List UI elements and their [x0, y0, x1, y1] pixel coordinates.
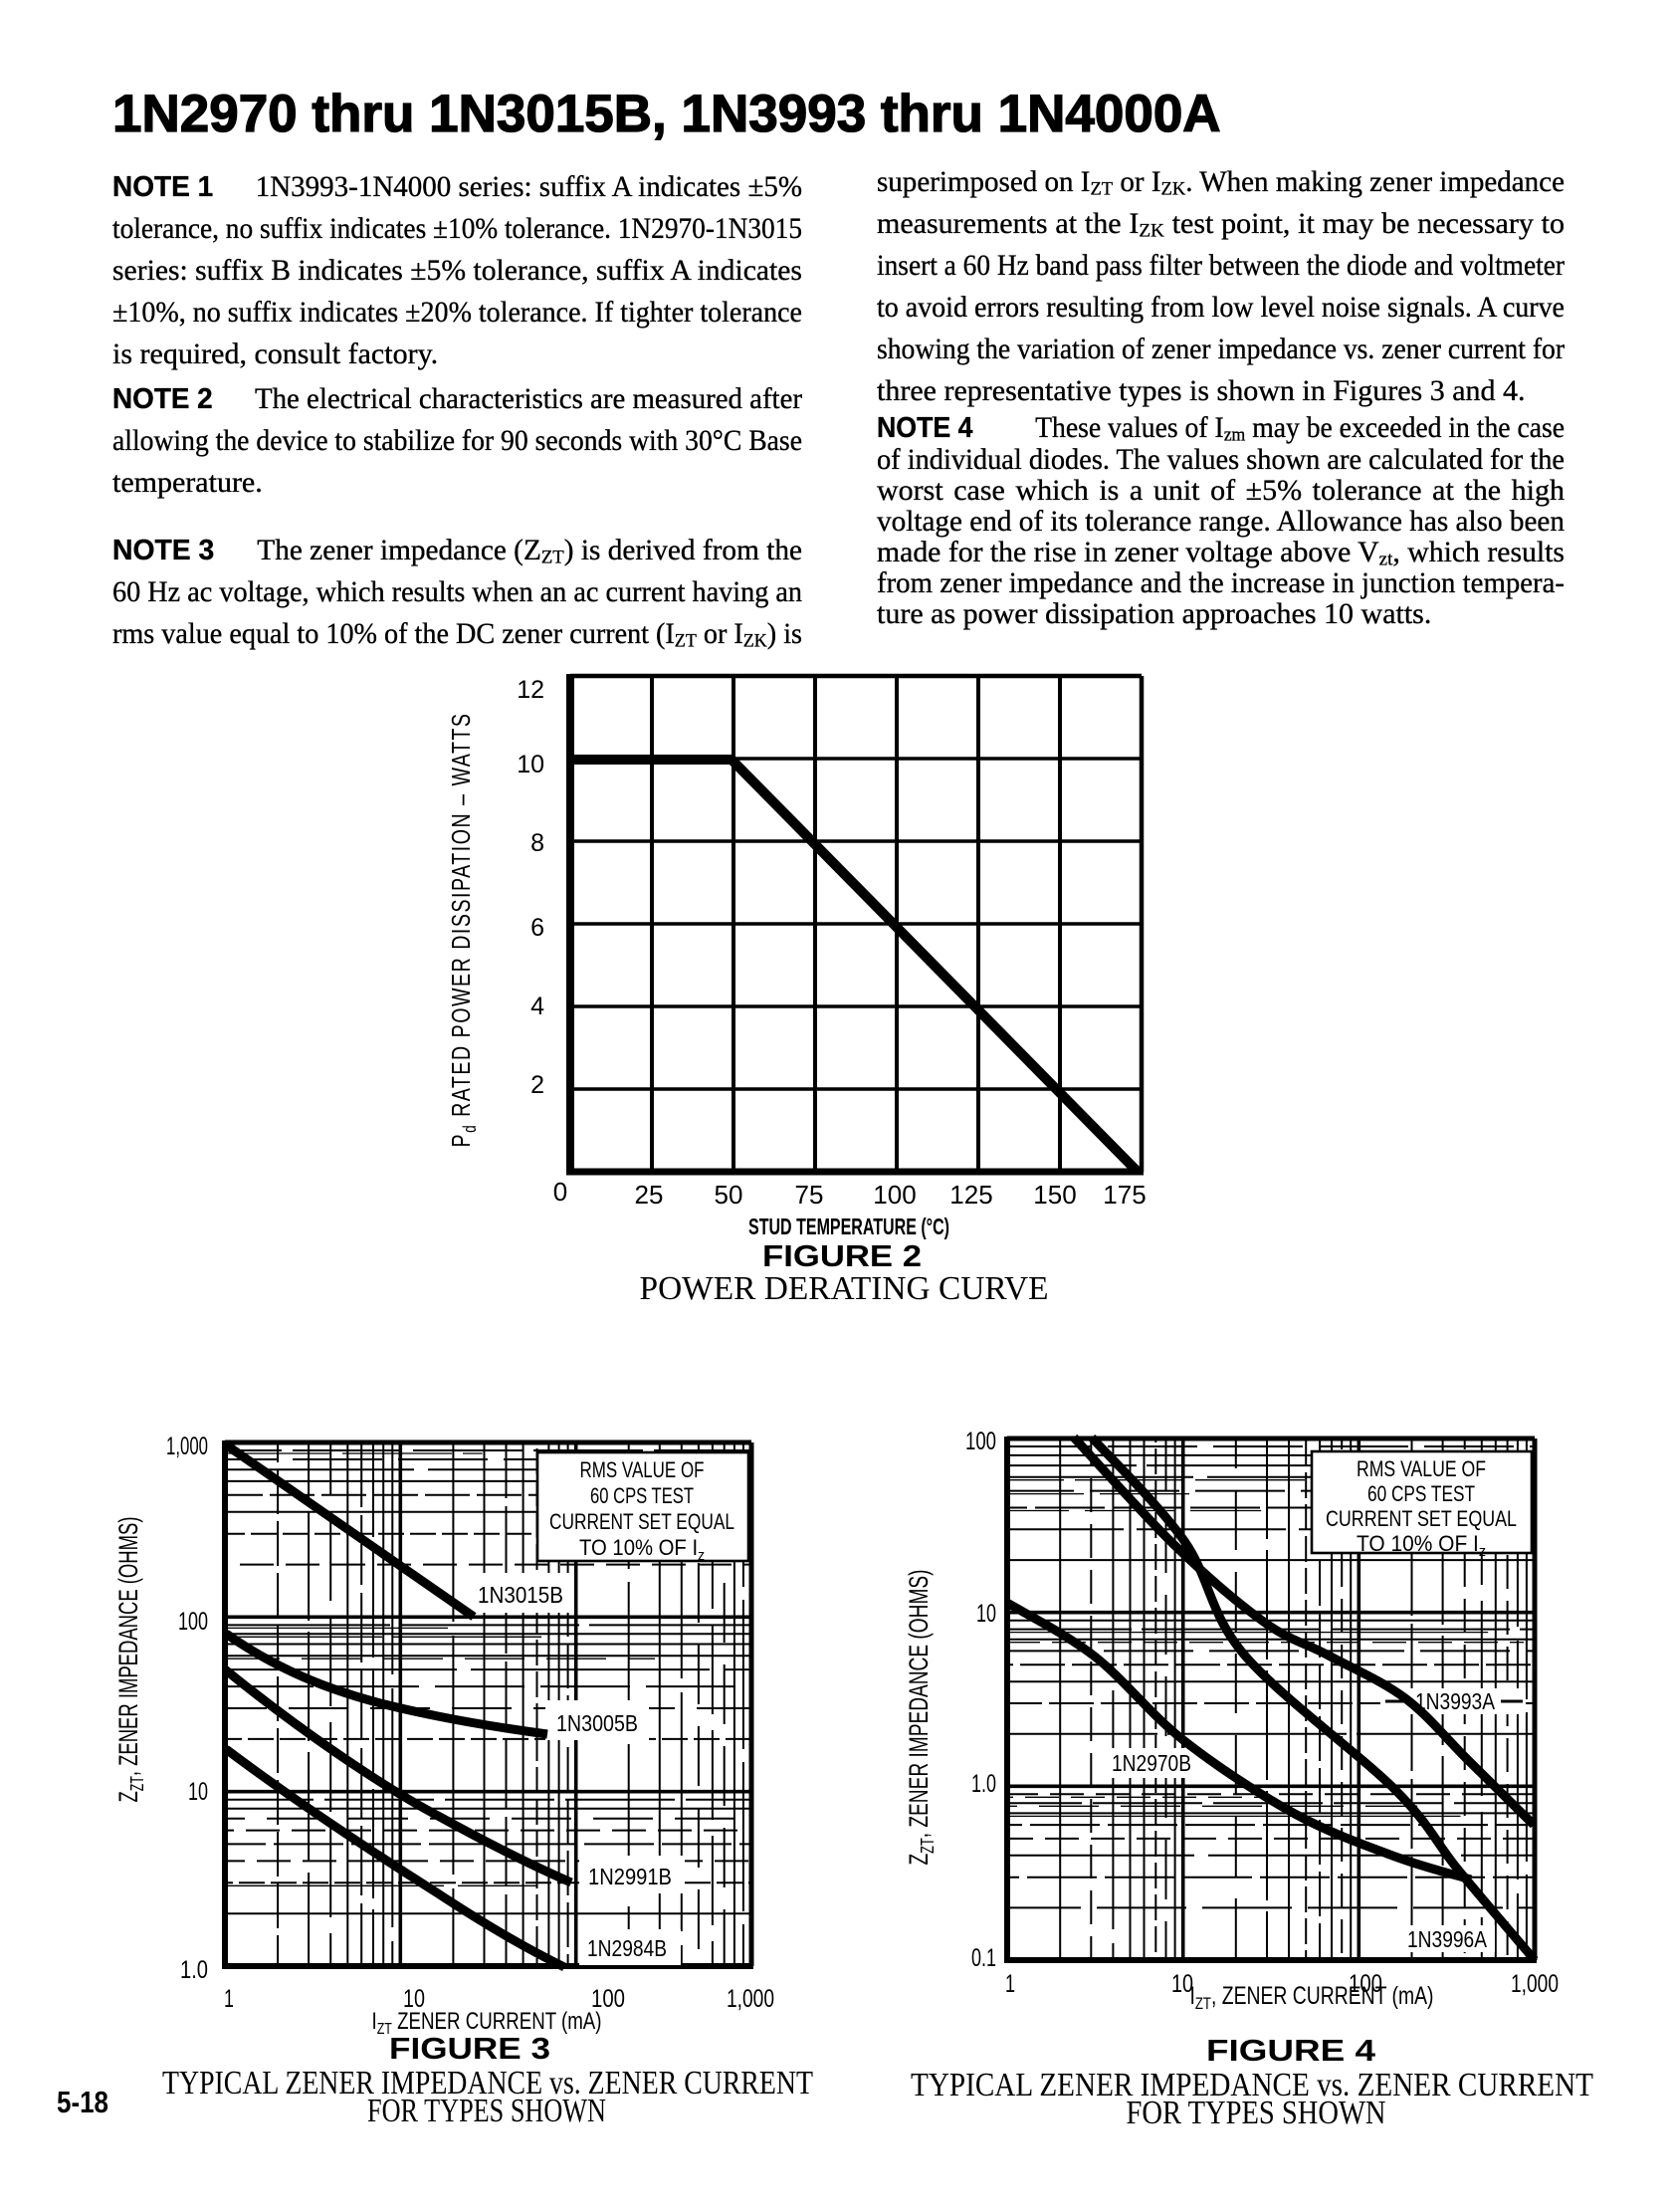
svg-text:6: 6: [530, 914, 544, 942]
svg-text:TO 10% OF Iz: TO 10% OF Iz: [1357, 1531, 1486, 1560]
svg-text:10: 10: [1171, 1970, 1193, 1998]
svg-text:FOR TYPES SHOWN: FOR TYPES SHOWN: [1127, 2095, 1386, 2131]
svg-text:CURRENT SET EQUAL: CURRENT SET EQUAL: [549, 1509, 734, 1534]
svg-text:175: 175: [1103, 1180, 1146, 1210]
svg-text:TYPICAL ZENER IMPEDANCE vs. ZE: TYPICAL ZENER IMPEDANCE vs. ZENER CURREN…: [911, 2067, 1593, 2103]
svg-text:1: 1: [224, 1985, 234, 2013]
svg-text:1N2970B: 1N2970B: [1112, 1750, 1191, 1776]
svg-text:1N2984B: 1N2984B: [587, 1935, 667, 1961]
svg-text:FIGURE 3: FIGURE 3: [389, 2031, 550, 2066]
svg-text:1: 1: [1005, 1970, 1015, 1998]
svg-text:1,000: 1,000: [166, 1433, 208, 1460]
svg-text:1N3993A: 1N3993A: [1415, 1688, 1496, 1714]
svg-text:IZT ZENER CURRENT (mA): IZT ZENER CURRENT (mA): [372, 2008, 602, 2038]
svg-text:75: 75: [795, 1180, 824, 1210]
svg-text:Pd RATED POWER DISSIPATION – W: Pd RATED POWER DISSIPATION – WATTS: [446, 713, 480, 1148]
svg-text:1.0: 1.0: [971, 1770, 996, 1798]
svg-text:1N3996A: 1N3996A: [1407, 1926, 1488, 1952]
svg-text:1N2991B: 1N2991B: [588, 1864, 672, 1889]
svg-text:100: 100: [1349, 1970, 1382, 1998]
svg-text:10: 10: [976, 1600, 996, 1628]
svg-text:ZZT, ZENER IMPEDANCE (OHMS): ZZT, ZENER IMPEDANCE (OHMS): [904, 1570, 938, 1866]
svg-text:10: 10: [403, 1985, 425, 2013]
svg-text:10: 10: [517, 751, 544, 778]
svg-text:60 CPS TEST: 60 CPS TEST: [590, 1483, 694, 1508]
svg-text:STUD TEMPERATURE (°C): STUD TEMPERATURE (°C): [748, 1214, 949, 1239]
svg-text:1,000: 1,000: [727, 1985, 774, 2013]
svg-text:IZT, ZENER CURRENT (mA): IZT, ZENER CURRENT (mA): [1190, 1982, 1434, 2013]
svg-text:FIGURE 4: FIGURE 4: [1206, 2033, 1376, 2068]
svg-text:25: 25: [635, 1180, 664, 1210]
svg-text:1,000: 1,000: [1511, 1970, 1559, 1998]
svg-text:100: 100: [178, 1608, 208, 1636]
svg-text:50: 50: [715, 1180, 743, 1210]
svg-text:100: 100: [873, 1180, 916, 1210]
svg-text:TO 10% OF Iz: TO 10% OF Iz: [579, 1535, 705, 1564]
svg-text:1.0: 1.0: [180, 1956, 208, 1984]
svg-text:TYPICAL ZENER IMPEDANCE vs. ZE: TYPICAL ZENER IMPEDANCE vs. ZENER CURREN…: [162, 2065, 813, 2101]
svg-text:1N3005B: 1N3005B: [556, 1710, 638, 1736]
svg-text:125: 125: [949, 1180, 992, 1210]
svg-text:FOR TYPES SHOWN: FOR TYPES SHOWN: [367, 2093, 606, 2129]
svg-text:5-18: 5-18: [57, 2085, 108, 2119]
svg-text:100: 100: [965, 1428, 996, 1455]
svg-text:1N3015B: 1N3015B: [478, 1582, 563, 1608]
svg-text:0: 0: [553, 1177, 567, 1207]
svg-text:RMS VALUE OF: RMS VALUE OF: [580, 1457, 705, 1482]
svg-text:150: 150: [1033, 1180, 1076, 1210]
svg-text:ZZT, ZENER IMPEDANCE (OHMS): ZZT, ZENER IMPEDANCE (OHMS): [113, 1517, 147, 1803]
svg-text:0.1: 0.1: [971, 1944, 996, 1972]
svg-text:100: 100: [591, 1985, 625, 2013]
svg-text:2: 2: [530, 1071, 544, 1099]
svg-text:4: 4: [530, 993, 544, 1020]
svg-text:POWER DERATING CURVE: POWER DERATING CURVE: [640, 1270, 1049, 1307]
svg-text:FIGURE 2: FIGURE 2: [762, 1238, 922, 1273]
svg-text:8: 8: [530, 829, 544, 857]
svg-text:12: 12: [517, 676, 544, 704]
svg-text:10: 10: [188, 1778, 208, 1806]
svg-text:CURRENT SET EQUAL: CURRENT SET EQUAL: [1326, 1506, 1517, 1531]
svg-text:60 CPS TEST: 60 CPS TEST: [1367, 1481, 1475, 1506]
svg-text:RMS VALUE OF: RMS VALUE OF: [1357, 1456, 1486, 1481]
